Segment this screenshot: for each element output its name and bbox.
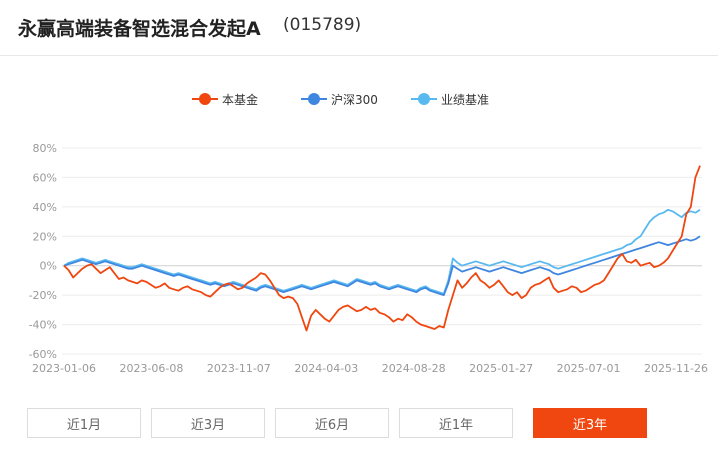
y-tick-label: -60% (29, 348, 57, 361)
line-chart: 80% 60% 40% 20% 0% -20% -40% -60%2023-01-06 2023… (29, 142, 708, 375)
series-line-1 (63, 235, 701, 297)
x-tick-label: 2023-06-08 (119, 362, 183, 375)
legend-marker-icon (192, 92, 218, 106)
period-button-3m[interactable]: 近3月 (151, 408, 265, 438)
series-line-0 (63, 165, 701, 332)
y-tick-label: 80% (33, 142, 57, 155)
chart-legend: 本基金 沪深300 业绩基准 (0, 88, 718, 110)
legend-label: 沪深300 (331, 92, 378, 107)
x-tick-label: 2023-11-07 (207, 362, 271, 375)
legend-item-hs300[interactable]: 沪深300 (301, 88, 378, 110)
period-button-1m[interactable]: 近1月 (27, 408, 141, 438)
page-title: 永赢高端装备智选混合发起A (18, 18, 261, 40)
x-tick-label: 2025-07-01 (557, 362, 621, 375)
series-line-2 (63, 208, 701, 295)
legend-label: 本基金 (222, 92, 259, 107)
period-button-6m[interactable]: 近6月 (275, 408, 389, 438)
period-button-1y[interactable]: 近1年 (399, 408, 513, 438)
header: 永赢高端装备智选混合发起A (015789) (0, 0, 718, 56)
fund-code: (015789) (283, 15, 362, 35)
period-button-3y[interactable]: 近3年 (533, 408, 647, 438)
x-tick-label: 2023-01-06 (32, 362, 96, 375)
y-tick-label: 60% (33, 171, 57, 184)
x-tick-label: 2025-11-26 (644, 362, 708, 375)
legend-marker-icon (301, 92, 327, 106)
y-tick-label: 40% (33, 201, 57, 214)
y-tick-label: 20% (33, 230, 57, 243)
legend-marker-icon (411, 92, 437, 106)
y-tick-label: 0% (40, 260, 57, 273)
x-tick-label: 2024-04-03 (294, 362, 358, 375)
legend-item-benchmark[interactable]: 业绩基准 (411, 88, 489, 110)
y-tick-label: -40% (29, 319, 57, 332)
x-tick-label: 2025-01-27 (469, 362, 533, 375)
y-tick-label: -20% (29, 289, 57, 302)
x-tick-label: 2024-08-28 (382, 362, 446, 375)
period-selector: 近1月 近3月 近6月 近1年 近3年 (0, 408, 718, 438)
legend-label: 业绩基准 (441, 92, 490, 107)
legend-item-fund[interactable]: 本基金 (192, 88, 258, 110)
